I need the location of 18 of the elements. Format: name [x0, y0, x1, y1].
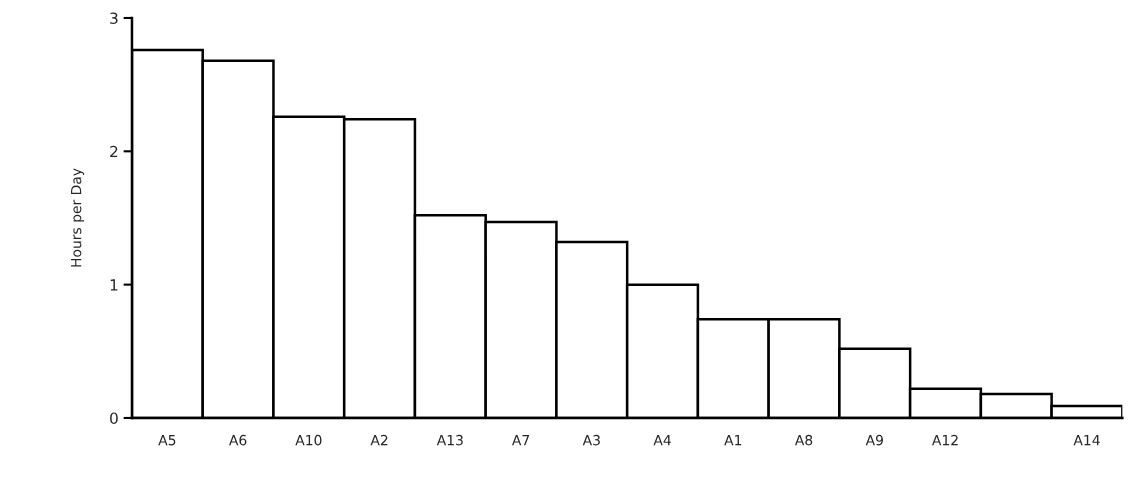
x-tick-label: A12 — [932, 434, 958, 446]
x-tick-label: A5 — [158, 435, 176, 446]
x-tick-label: A8 — [794, 434, 813, 446]
y-tick-label: 0 — [110, 412, 118, 424]
x-tick-label: A1 — [724, 435, 742, 446]
x-tick-label: A13 — [436, 434, 463, 446]
x-tick-label: A10 — [295, 434, 322, 446]
x-tick-label: A7 — [512, 435, 530, 446]
x-tick-label: A9 — [865, 434, 883, 446]
y-tick-label: 1 — [110, 279, 118, 291]
x-tick-label: A2 — [370, 434, 388, 446]
x-tick-label: A14 — [1073, 435, 1100, 446]
y-axis-title: Hours per Day — [71, 168, 85, 267]
y-tick-label: 3 — [110, 12, 118, 24]
x-tick-label: A6 — [229, 434, 247, 446]
y-tick-label: 2 — [110, 145, 118, 158]
x-tick-label: A3 — [582, 434, 600, 446]
x-tick-label: A4 — [653, 435, 671, 446]
